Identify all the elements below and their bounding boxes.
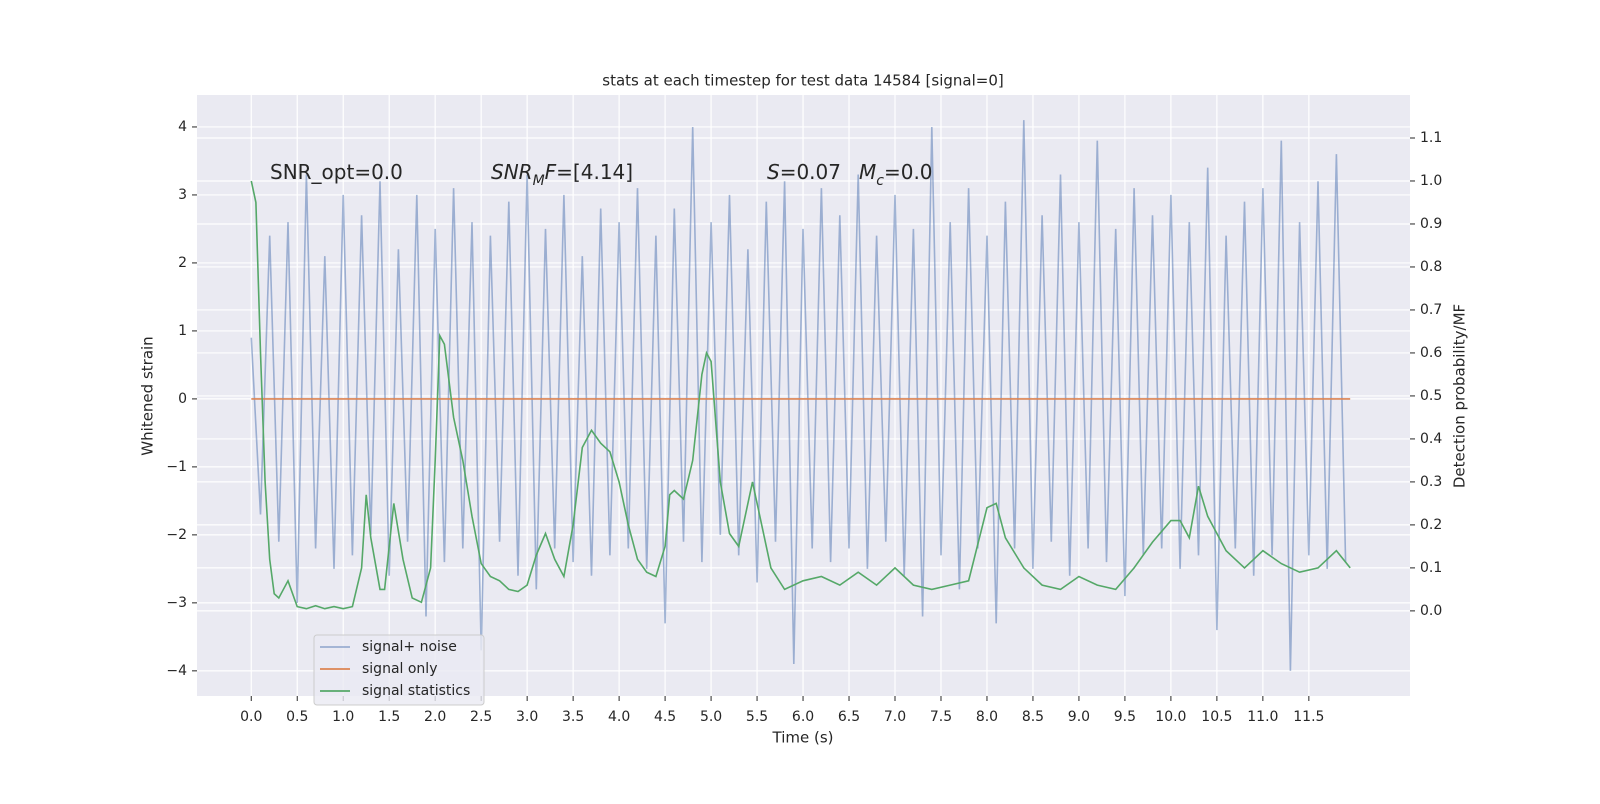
x-tick-label: 8.5	[1022, 709, 1044, 725]
y-tick-label: −2	[166, 527, 187, 543]
y-tick-label: −1	[166, 459, 187, 475]
x-tick-label: 5.0	[700, 709, 722, 725]
y-tick-label: 4	[178, 119, 187, 135]
legend-label: signal only	[362, 661, 437, 677]
legend-label: signal+ noise	[362, 639, 457, 655]
x-tick-label: 4.5	[654, 709, 676, 725]
series-line	[250, 180, 1351, 610]
x-tick-label: 3.5	[562, 709, 584, 725]
x-tick-label: 9.5	[1114, 709, 1136, 725]
x-tick-label: 1.5	[378, 709, 400, 725]
annotation-part: =0.0	[884, 160, 933, 184]
annotation-part: M	[859, 160, 876, 184]
y2-tick-label: 1.1	[1420, 130, 1442, 146]
x-tick-label: 10.0	[1155, 709, 1186, 725]
annotation-part: c	[876, 173, 884, 189]
x-tick-label: 2.0	[424, 709, 446, 725]
y2-tick-label: 0.0	[1420, 603, 1442, 619]
annotation-part: =[4.14]	[556, 160, 633, 184]
x-tick-label: 7.0	[884, 709, 906, 725]
x-tick-label: 7.5	[930, 709, 952, 725]
y2-tick-label: 0.5	[1420, 388, 1442, 404]
annotation: SNRMF=[4.14]	[491, 160, 633, 190]
annotation: S=0.07	[767, 160, 841, 184]
x-tick-label: 10.5	[1201, 709, 1232, 725]
annotation-part: =0.07	[780, 160, 841, 184]
x-tick-label: 5.5	[746, 709, 768, 725]
x-tick-label: 3.0	[516, 709, 538, 725]
legend: signal+ noise signal only signal statistic…	[313, 634, 485, 706]
y2-tick-label: 0.7	[1420, 302, 1442, 318]
annotation: SNR_opt=0.0	[270, 160, 403, 184]
y2-axis-label: Detection probability/MF	[1451, 304, 1469, 488]
x-tick-label: 6.5	[838, 709, 860, 725]
y2-tick-label: 0.9	[1420, 216, 1442, 232]
y-tick-label: −4	[166, 663, 187, 679]
x-tick-label: 11.5	[1293, 709, 1324, 725]
chart-title: stats at each timestep for test data 145…	[602, 72, 1003, 90]
x-tick-label: 1.0	[332, 709, 354, 725]
y-tick-label: −3	[166, 595, 187, 611]
y2-tick-label: 0.4	[1420, 431, 1442, 447]
y2-tick-label: 0.8	[1420, 259, 1442, 275]
annotation: Mc=0.0	[859, 160, 933, 190]
x-axis-label: Time (s)	[772, 729, 834, 747]
y-tick-label: 1	[178, 323, 187, 339]
x-tick-label: 8.0	[976, 709, 998, 725]
x-tick-label: 11.0	[1247, 709, 1278, 725]
y2-tick-label: 0.1	[1420, 560, 1442, 576]
x-tick-label: 0.0	[240, 709, 262, 725]
x-tick-label: 4.0	[608, 709, 630, 725]
x-tick-label: 6.0	[792, 709, 814, 725]
x-tick-label: 2.5	[470, 709, 492, 725]
series-line	[250, 120, 1347, 671]
annotation-part: S	[767, 160, 780, 184]
y-tick-label: 2	[178, 255, 187, 271]
legend-label: signal statistics	[362, 683, 470, 699]
y-tick-label: 0	[178, 391, 187, 407]
y-tick-label: 3	[178, 187, 187, 203]
y-axis-label: Whitened strain	[139, 336, 157, 455]
y2-tick-label: 0.2	[1420, 517, 1442, 533]
annotation-part: SNR	[491, 160, 533, 184]
annotation-part: F	[545, 160, 557, 184]
y2-tick-label: 0.3	[1420, 474, 1442, 490]
y2-tick-label: 0.6	[1420, 345, 1442, 361]
annotation-part: SNR_opt=0.0	[270, 160, 403, 184]
legend-box	[313, 634, 485, 706]
x-tick-label: 0.5	[286, 709, 308, 725]
annotation-part: M	[533, 173, 545, 189]
y2-tick-label: 1.0	[1420, 173, 1442, 189]
x-tick-label: 9.0	[1068, 709, 1090, 725]
